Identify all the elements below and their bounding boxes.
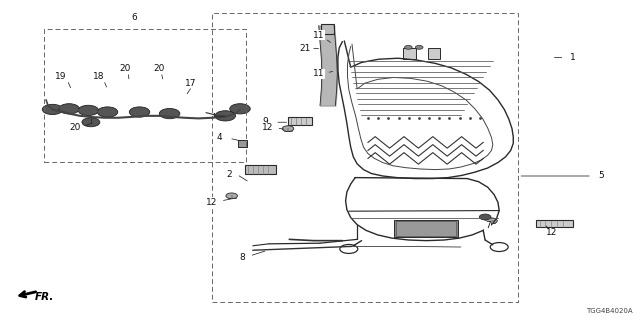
Circle shape [129,107,150,117]
Text: 4: 4 [217,133,222,142]
Text: 2: 2 [227,170,232,179]
Circle shape [404,45,412,49]
Bar [394,220,458,237]
Text: 17: 17 [185,79,196,88]
Circle shape [282,126,294,132]
Bar [321,24,334,34]
Text: 9: 9 [263,117,268,126]
Text: 19: 19 [55,72,67,81]
Circle shape [59,104,79,114]
Text: 20: 20 [70,124,81,132]
Text: 6: 6 [132,13,137,22]
Text: TGG4B4020A: TGG4B4020A [586,308,632,314]
Text: 20: 20 [153,64,164,73]
Text: 18: 18 [93,72,105,81]
Bar [238,140,247,147]
Text: 11: 11 [313,31,324,40]
Bar [536,220,573,227]
Bar [288,117,312,125]
Text: 7: 7 [485,221,490,230]
Circle shape [82,118,100,127]
Text: 21: 21 [299,44,310,53]
Circle shape [415,45,423,49]
Text: 5: 5 [599,172,604,180]
Circle shape [215,111,236,121]
Text: 12: 12 [546,228,557,237]
Bar [403,48,416,59]
Circle shape [78,105,99,116]
Circle shape [226,193,237,199]
Circle shape [486,218,497,224]
Bar [396,221,456,236]
Text: 1: 1 [570,53,575,62]
Circle shape [97,107,118,117]
Circle shape [159,108,180,119]
Circle shape [42,104,63,115]
Circle shape [230,104,250,114]
Text: 20: 20 [119,64,131,73]
Text: 12: 12 [205,198,217,207]
Bar [428,48,440,59]
Bar [245,165,276,174]
Text: 11: 11 [313,69,324,78]
Text: 8: 8 [239,253,244,262]
Text: 12: 12 [262,124,273,132]
Circle shape [479,214,491,220]
Text: FR.: FR. [35,292,54,302]
